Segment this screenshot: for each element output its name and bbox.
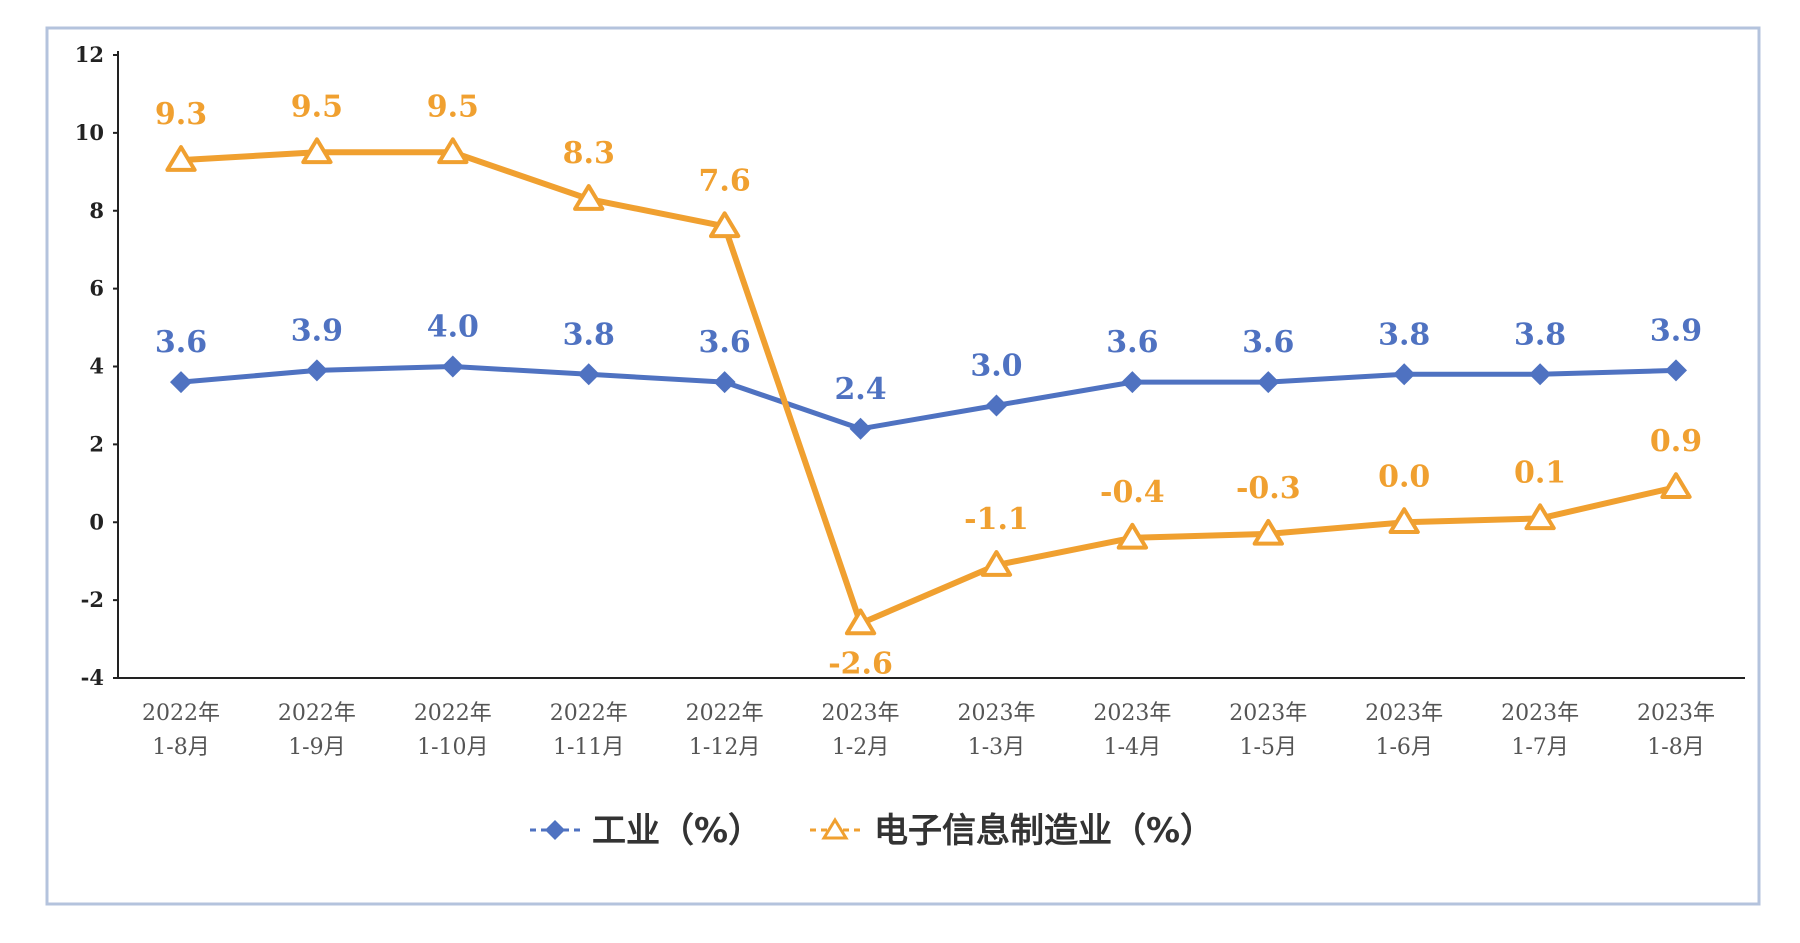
y-tick-label: 6 xyxy=(89,276,104,301)
x-tick-label: 1-4月 xyxy=(1104,735,1161,760)
data-point-diamond xyxy=(441,355,464,378)
data-label: 7.6 xyxy=(699,163,751,198)
y-tick-label: 0 xyxy=(89,509,104,534)
data-point-diamond xyxy=(170,371,192,394)
x-tick-label: 2023年 xyxy=(822,701,900,726)
data-point-triangle xyxy=(165,145,197,172)
data-point-triangle xyxy=(437,137,469,165)
data-label: 8.3 xyxy=(563,136,615,171)
x-tick-label: 2023年 xyxy=(1229,701,1307,726)
data-point-triangle xyxy=(1252,518,1284,546)
legend: 工业（%） 电子信息制造业（%） xyxy=(530,811,1214,851)
y-tick-label: -2 xyxy=(81,587,104,612)
data-label: 9.5 xyxy=(291,89,343,124)
x-tick-label: 2023年 xyxy=(1093,701,1171,726)
x-tick-label: 1-2月 xyxy=(832,735,889,760)
y-tick-label: 10 xyxy=(75,120,104,145)
data-label: 9.3 xyxy=(155,97,207,132)
x-tick-label: 1-5月 xyxy=(1240,735,1297,760)
data-label: 3.9 xyxy=(291,313,343,348)
data-point-triangle xyxy=(1116,522,1149,550)
x-tick-label: 1-8月 xyxy=(152,735,209,760)
data-label: 0.1 xyxy=(1514,455,1566,490)
data-point-triangle xyxy=(1524,503,1556,531)
data-point-diamond xyxy=(849,417,872,440)
data-point-diamond xyxy=(1257,371,1280,394)
data-point-diamond xyxy=(713,371,736,394)
data-label: 3.8 xyxy=(1514,317,1566,352)
data-point-triangle xyxy=(708,211,741,239)
data-point-diamond xyxy=(1393,363,1416,386)
data-point-triangle xyxy=(980,550,1013,577)
data-label: 3.8 xyxy=(563,317,615,352)
data-point-triangle xyxy=(1660,472,1692,499)
data-label: 0.9 xyxy=(1650,424,1702,459)
x-tick-label: 1-11月 xyxy=(553,735,624,760)
x-tick-label: 1-10月 xyxy=(417,735,488,760)
x-tick-label: 2022年 xyxy=(414,701,492,726)
legend-label-industry: 工业（%） xyxy=(592,811,762,851)
y-tick-label: 8 xyxy=(89,198,104,223)
data-label: 3.9 xyxy=(1650,313,1702,348)
x-tick-label: 1-7月 xyxy=(1511,735,1568,760)
x-tick-label: 2023年 xyxy=(957,701,1035,726)
series-line-1 xyxy=(178,364,1679,432)
x-tick-label: 1-6月 xyxy=(1375,735,1432,760)
data-label: 3.6 xyxy=(155,325,207,360)
data-point-diamond xyxy=(985,394,1008,417)
data-point-diamond xyxy=(577,363,600,386)
data-point-triangle xyxy=(301,137,333,165)
data-point-diamond xyxy=(305,359,328,382)
x-tick-label: 1-3月 xyxy=(968,735,1025,760)
data-label: 3.0 xyxy=(970,348,1022,383)
data-label: -0.3 xyxy=(1236,471,1301,506)
x-tick-label: 2022年 xyxy=(550,701,628,726)
data-point-diamond xyxy=(1121,371,1144,394)
data-label: 4.0 xyxy=(427,310,479,345)
series-line-2 xyxy=(178,149,1679,627)
y-tick-label: 2 xyxy=(89,431,104,456)
legend-label-electronics: 电子信息制造业（%） xyxy=(874,811,1214,851)
y-tick-label: 4 xyxy=(89,354,104,379)
data-label: 3.6 xyxy=(1242,325,1294,360)
x-tick-label: 2022年 xyxy=(686,701,764,726)
series-layer: 3.6 3.9 4.0 3.8 3.6 2.4 3.0 3.6 3.6 3.8 3.8 3.9 9.3 9… xyxy=(155,89,1702,681)
legend-marker-triangle xyxy=(821,817,849,840)
x-tick-label: 2023年 xyxy=(1637,701,1715,726)
legend-marker-diamond xyxy=(545,820,565,840)
axes: 12 10 8 6 4 2 0 -2 -4 2022年 1-8月 2022年 1-9月 2022年 1-10… xyxy=(75,42,1745,760)
data-point-triangle xyxy=(1388,507,1420,534)
data-label: 0.0 xyxy=(1378,459,1430,494)
data-label: 3.8 xyxy=(1378,317,1430,352)
x-tick-label: 2023年 xyxy=(1365,701,1443,726)
data-point-diamond xyxy=(1665,359,1687,382)
x-tick-label: 2022年 xyxy=(278,701,356,726)
data-point-triangle xyxy=(573,184,605,211)
x-tick-label: 2022年 xyxy=(142,701,220,726)
data-point-triangle xyxy=(844,608,877,636)
data-label: 3.6 xyxy=(1106,325,1158,360)
data-point-diamond xyxy=(1529,363,1552,386)
x-tick-label: 1-8月 xyxy=(1647,735,1704,760)
x-tick-label: 1-12月 xyxy=(689,735,760,760)
data-label: -1.1 xyxy=(964,502,1029,537)
y-tick-label: -4 xyxy=(81,665,104,690)
x-tick-label: 1-9月 xyxy=(288,735,345,760)
data-label: 2.4 xyxy=(834,372,886,407)
data-label: -2.6 xyxy=(828,646,893,681)
data-label: -0.4 xyxy=(1100,475,1165,510)
data-label: 9.5 xyxy=(427,89,479,124)
x-tick-label: 2023年 xyxy=(1501,701,1579,726)
data-label: 3.6 xyxy=(699,325,751,360)
y-tick-label: 12 xyxy=(75,42,104,67)
chart-border xyxy=(45,26,1761,906)
